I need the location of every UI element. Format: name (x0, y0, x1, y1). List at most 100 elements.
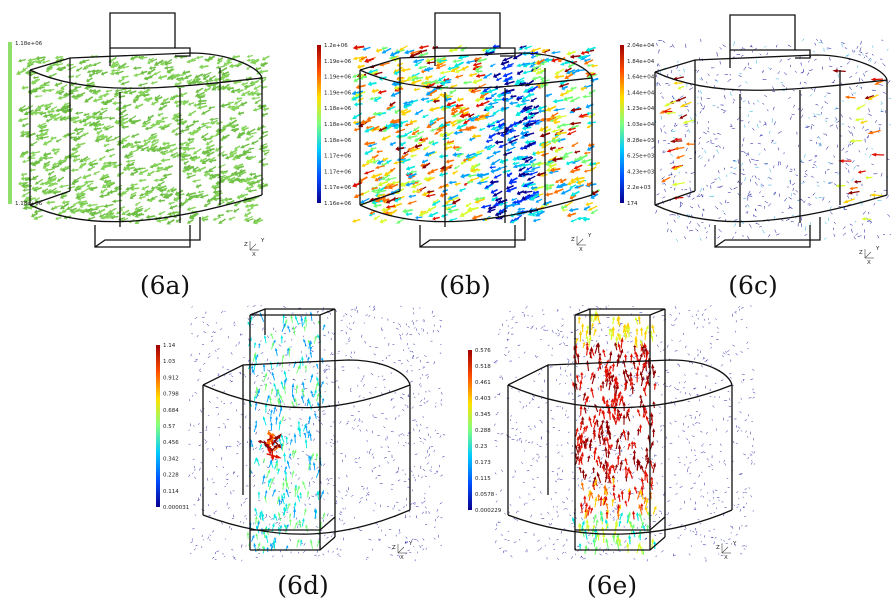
colorbar-tick-label: 0.0578 (475, 492, 495, 498)
axis-label-y: Y (732, 541, 737, 547)
axes-triad (576, 236, 586, 246)
colorbar-tick-label: 1.19e+06 (324, 75, 352, 81)
colorbar-gradient (620, 45, 624, 203)
colorbar-tick-label: 1.19e+06 (324, 90, 352, 96)
axis-label-z: Z (859, 250, 863, 256)
vector-arrows (350, 44, 601, 224)
colorbar-gradient (317, 45, 321, 203)
colorbar-tick-label: 1.18e+06 (15, 41, 43, 47)
axes-triad (397, 544, 407, 554)
colorbar-tick-label: 0.23 (475, 444, 488, 450)
colorbar-tick-label: 1.03e+04 (627, 122, 655, 128)
colorbar-tick-label: 1.18e+06 (324, 122, 352, 128)
geometry-wireframe (359, 12, 593, 248)
axis-label-z: Z (571, 237, 575, 243)
colorbar-tick-label: 1.84e+04 (627, 59, 655, 65)
colorbar-tick-label: 0.798 (163, 392, 179, 398)
colorbar-tick-label: 0.000031 (163, 505, 189, 511)
axis-label-y: Y (875, 246, 880, 252)
geometry-wireframe (29, 12, 263, 248)
colorbar-6d: 1.14 1.03 0.912 0.798 0.684 0.57 0.456 0.342 0.2… (156, 343, 189, 511)
colorbar-tick-label: 0.912 (163, 375, 179, 381)
colorbar-tick-label: 0.173 (475, 460, 491, 466)
colorbar-tick-label: 0.684 (163, 408, 179, 414)
colorbar-gradient (156, 345, 160, 507)
figure-panel-6a: 1.18e+06 1.18e+06 Y Z X (0, 0, 305, 265)
colorbar-tick-label: 6.25e+03 (627, 154, 655, 160)
colorbar-6b: 1.2e+06 1.19e+06 1.19e+06 1.19e+06 1.18e+06 1… (317, 43, 352, 207)
colorbar-gradient (468, 350, 472, 510)
vector-arrows (493, 305, 756, 563)
figure-panel-6b: 1.2e+06 1.19e+06 1.19e+06 1.19e+06 1.18e+06 1… (305, 0, 610, 265)
colorbar-tick-label: 0.228 (163, 473, 179, 479)
axis-label-x: X (724, 555, 728, 561)
colorbar-tick-label: 2.2e+03 (627, 185, 651, 191)
colorbar-tick-label: 1.17e+06 (324, 169, 352, 175)
vector-field-plot-6b: 1.2e+06 1.19e+06 1.19e+06 1.19e+06 1.18e+06 1… (317, 12, 601, 253)
colorbar-gradient (8, 42, 12, 204)
colorbar-tick-label: 174 (627, 201, 638, 207)
vector-field-plot-6c: 2.04e+04 1.84e+04 1.64e+04 1.44e+04 1.23e+04… (620, 14, 891, 265)
colorbar-tick-label: 0.461 (475, 380, 491, 386)
vector-field-plot-6d: 1.14 1.03 0.912 0.798 0.684 0.57 0.456 0.342 0.2… (156, 305, 446, 562)
caption-6e: (6e) (586, 571, 638, 600)
colorbar-tick-label: 4.23e+03 (627, 169, 655, 175)
colorbar-tick-label: 1.17e+06 (324, 154, 352, 160)
axes-triad (864, 249, 874, 259)
geometry-wireframe (654, 14, 888, 248)
axis-label-x: X (867, 260, 871, 265)
vector-field-plot-6e: 0.576 0.518 0.461 0.403 0.345 0.288 0.23 0.173 0… (468, 305, 756, 563)
vector-arrows (15, 54, 270, 225)
vector-field-plot-6a: 1.18e+06 1.18e+06 Y ZX (8, 12, 270, 258)
colorbar-tick-label: 0.456 (163, 440, 179, 446)
colorbar-tick-label: 1.17e+06 (324, 185, 352, 191)
colorbar-tick-label: 0.114 (163, 489, 179, 495)
figure-panel-6c: 2.04e+04 1.84e+04 1.64e+04 1.44e+04 1.23e+04… (610, 0, 891, 265)
axis-label-z: Z (392, 545, 396, 551)
caption-6b: (6b) (439, 271, 491, 300)
vector-arrows (651, 38, 891, 242)
axis-label-y: Y (587, 233, 592, 239)
colorbar-tick-label: 1.64e+04 (627, 75, 655, 81)
figure-panel-6e: 0.576 0.518 0.461 0.403 0.345 0.288 0.23 0.173 0… (460, 305, 760, 565)
colorbar-tick-label: 0.57 (163, 424, 176, 430)
colorbar-tick-label: 1.19e+06 (324, 59, 352, 65)
colorbar-tick-label: 0.342 (163, 456, 179, 462)
colorbar-tick-label: 1.44e+04 (627, 90, 655, 96)
axis-label-z: Z (716, 545, 720, 551)
caption-6a: (6a) (139, 271, 191, 300)
axes-triad (249, 241, 259, 251)
colorbar-tick-label: 2.04e+04 (627, 43, 655, 49)
colorbar-tick-label: 1.23e+04 (627, 106, 655, 112)
colorbar-tick-label: 1.2e+06 (324, 43, 348, 49)
axis-label-z: Z (244, 242, 248, 248)
colorbar-tick-label: 0.115 (475, 476, 491, 482)
colorbar-tick-label: 0.345 (475, 412, 491, 418)
caption-6c: (6c) (728, 271, 778, 300)
colorbar-tick-label: 0.576 (475, 348, 491, 354)
colorbar-6e: 0.576 0.518 0.461 0.403 0.345 0.288 0.23 0.173 0… (468, 348, 502, 514)
colorbar-6a: 1.18e+06 1.18e+06 (8, 41, 43, 207)
axis-label-x: X (252, 252, 256, 258)
colorbar-tick-label: 1.16e+06 (324, 201, 352, 207)
axis-label-y: Y (408, 541, 413, 547)
colorbar-tick-label: 0.000229 (475, 508, 502, 514)
colorbar-tick-label: 1.18e+06 (15, 201, 43, 207)
colorbar-6c: 2.04e+04 1.84e+04 1.64e+04 1.44e+04 1.23e+04… (620, 43, 655, 207)
axis-label-y: Y (260, 238, 265, 244)
colorbar-tick-label: 8.28e+03 (627, 138, 655, 144)
colorbar-tick-label: 1.18e+06 (324, 138, 352, 144)
geometry-wireframe (507, 308, 733, 551)
axis-label-x: X (400, 555, 404, 561)
axes-triad (721, 544, 731, 554)
figure-panel-6d: 1.14 1.03 0.912 0.798 0.684 0.57 0.456 0.342 0.2… (148, 305, 448, 565)
colorbar-tick-label: 0.288 (475, 428, 491, 434)
colorbar-tick-label: 0.403 (475, 396, 491, 402)
colorbar-tick-label: 0.518 (475, 364, 491, 370)
caption-6d: (6d) (277, 571, 329, 600)
colorbar-tick-label: 1.03 (163, 359, 176, 365)
geometry-wireframe (202, 308, 411, 551)
colorbar-tick-label: 1.18e+06 (324, 106, 352, 112)
colorbar-tick-label: 1.14 (163, 343, 176, 349)
axis-label-x: X (579, 247, 583, 253)
